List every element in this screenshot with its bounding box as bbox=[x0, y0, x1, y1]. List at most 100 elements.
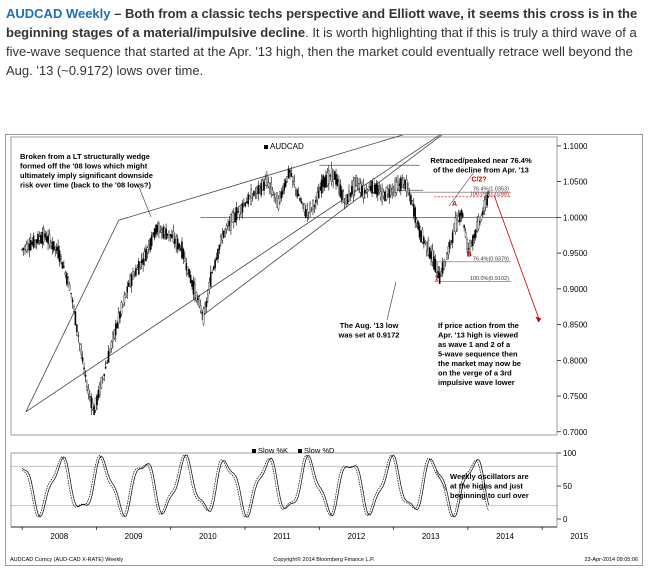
candle-body bbox=[130, 274, 133, 287]
candle-body bbox=[353, 177, 356, 191]
annotation-aug13-low: was set at 0.9172 bbox=[338, 331, 400, 340]
candle-body bbox=[310, 208, 313, 210]
candle-body bbox=[80, 349, 82, 355]
candle-body bbox=[391, 188, 393, 193]
candle-body bbox=[182, 249, 185, 260]
candle-body bbox=[297, 193, 300, 197]
candle-body bbox=[480, 215, 483, 220]
candle-body bbox=[169, 234, 172, 237]
candle-body bbox=[381, 188, 383, 202]
price-panel bbox=[10, 136, 558, 436]
candle-body bbox=[70, 292, 72, 294]
candle-body bbox=[317, 190, 320, 199]
candle-body bbox=[326, 172, 329, 186]
candle-body bbox=[245, 201, 248, 204]
candle-body bbox=[81, 357, 84, 362]
candle-body bbox=[235, 207, 238, 220]
chart-frame: 1.1000 1.0500 1.0000 0.9500 0.9000 0.8500 0.80… bbox=[5, 88, 643, 566]
x-tick-label: 2014 bbox=[496, 532, 514, 541]
candle-body bbox=[292, 176, 294, 182]
candle-body bbox=[227, 225, 229, 227]
candle-body bbox=[359, 183, 362, 193]
x-tick-label: 2013 bbox=[422, 532, 440, 541]
fib-level-label: 76.4%(0.9379) bbox=[473, 256, 509, 262]
fib-level-label: 100.0%(1.0288) bbox=[470, 191, 509, 197]
candle-body bbox=[364, 190, 366, 194]
candle-body bbox=[83, 367, 85, 370]
candle-body bbox=[73, 306, 75, 312]
candle-body bbox=[387, 188, 389, 195]
footer-right: 23-Apr-2014 09:05:06 bbox=[584, 557, 638, 563]
candle-body bbox=[332, 169, 334, 182]
candle-body bbox=[189, 274, 192, 283]
candle-body bbox=[158, 223, 160, 234]
candle-body bbox=[436, 261, 438, 273]
annotation-retrace: Retraced/peaked near 76.4% bbox=[430, 156, 532, 165]
candle-body bbox=[322, 175, 324, 187]
y-tick-label: 1.0000 bbox=[563, 213, 588, 222]
annotation-wedge: formed off the '08 lows which might bbox=[20, 162, 148, 171]
candle-body bbox=[57, 245, 59, 258]
pointer-wedge bbox=[138, 186, 152, 218]
candle-body bbox=[112, 333, 114, 342]
candle-body bbox=[365, 190, 368, 193]
candle-body bbox=[428, 247, 431, 259]
article-title-link[interactable]: AUDCAD Weekly bbox=[6, 6, 111, 21]
candle-body bbox=[469, 240, 471, 250]
y-tick-label: 1.0500 bbox=[563, 178, 588, 187]
candle-body bbox=[106, 362, 108, 364]
candle-body bbox=[24, 246, 26, 250]
candle-body bbox=[71, 299, 74, 303]
candle-body bbox=[247, 194, 249, 205]
candle-body bbox=[470, 242, 473, 244]
candle-body bbox=[398, 183, 401, 186]
candle-body bbox=[330, 168, 333, 183]
candle-body bbox=[146, 247, 149, 253]
fib-level-label: 76.4%(1.0353) bbox=[473, 187, 509, 193]
candle-body bbox=[126, 286, 129, 293]
candle-body bbox=[356, 183, 359, 186]
candle-body bbox=[165, 228, 167, 240]
candle-body bbox=[420, 230, 422, 243]
candle-body bbox=[25, 244, 28, 252]
candle-body bbox=[215, 257, 218, 260]
candle-body bbox=[382, 191, 385, 197]
candle-body bbox=[472, 235, 474, 247]
candle-body bbox=[392, 188, 395, 192]
candle-body bbox=[238, 206, 241, 215]
candle-body bbox=[135, 268, 137, 276]
y-tick-label: 0.7500 bbox=[563, 392, 588, 401]
candle-body bbox=[34, 240, 36, 243]
candle-body bbox=[477, 216, 480, 229]
wedge-left-line bbox=[25, 220, 120, 412]
candle-body bbox=[202, 308, 205, 324]
x-tick-label: 2011 bbox=[274, 532, 292, 541]
annotation-retrace: of the decline from Apr. '13 bbox=[433, 166, 529, 175]
candle-body bbox=[319, 186, 321, 191]
candle-body bbox=[361, 186, 363, 196]
y-tick-label: 1.1000 bbox=[563, 142, 588, 151]
candle-body bbox=[35, 239, 38, 243]
candle-body bbox=[55, 247, 58, 251]
annotation-wave-count: If price action from the bbox=[438, 321, 519, 330]
candle-body bbox=[411, 200, 414, 205]
candle-body bbox=[28, 243, 31, 251]
candle-body bbox=[107, 351, 110, 363]
article-dash: – bbox=[110, 6, 125, 21]
candle-body bbox=[191, 279, 193, 287]
y-tick-label: 0.9500 bbox=[563, 249, 588, 258]
candle-body bbox=[212, 266, 215, 270]
candle-body bbox=[293, 181, 296, 186]
candle-body bbox=[374, 185, 376, 194]
candle-body bbox=[479, 221, 481, 223]
candle-body bbox=[91, 402, 94, 410]
candle-body bbox=[437, 271, 440, 279]
candle-body bbox=[287, 168, 290, 178]
candle-body bbox=[110, 341, 113, 349]
candle-body bbox=[58, 250, 61, 262]
audcad-weekly-chart: 1.1000 1.0500 1.0000 0.9500 0.9000 0.8500 0.80… bbox=[10, 88, 638, 563]
candle-body bbox=[444, 260, 447, 263]
candle-body bbox=[248, 195, 251, 199]
candle-body bbox=[207, 294, 209, 298]
candle-body bbox=[97, 389, 100, 398]
